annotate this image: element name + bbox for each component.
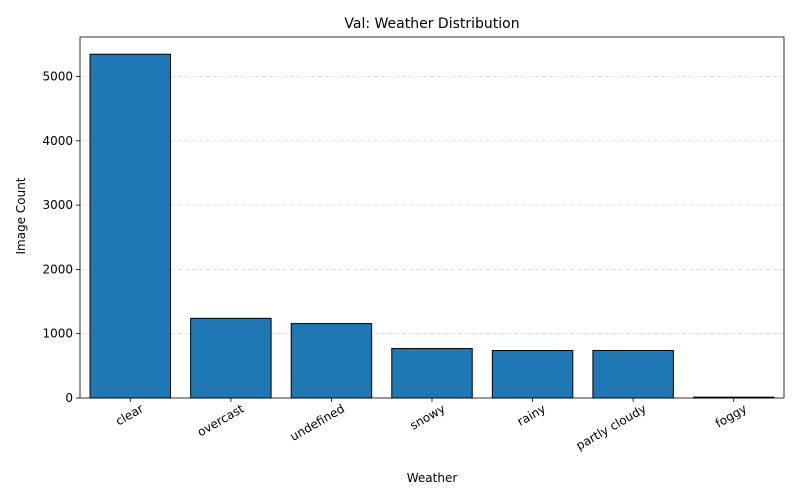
x-tick-label: snowy: [407, 401, 447, 432]
bar-undefined: [290, 323, 373, 399]
y-tick-label: 5000: [42, 69, 73, 83]
chart-title: Val: Weather Distribution: [344, 16, 519, 32]
y-tick-label: 1000: [42, 327, 73, 341]
y-tick-label: 0: [65, 391, 73, 405]
bar-overcast: [190, 317, 272, 399]
x-axis-ticks: clear overcast undefined snowy rainy partly c…: [113, 398, 749, 453]
y-axis-label: Image Count: [14, 177, 28, 254]
x-tick-label: foggy: [713, 401, 749, 430]
bar-partly-cloudy: [592, 349, 674, 399]
bar-snowy: [391, 348, 473, 399]
y-tick-label: 2000: [42, 262, 73, 276]
plot-frame: [79, 36, 785, 399]
bars: [89, 53, 775, 399]
x-tick-label: rainy: [515, 401, 548, 428]
x-tick-label: overcast: [195, 401, 247, 439]
x-tick-label: undefined: [288, 401, 347, 443]
axes: [79, 36, 785, 399]
grid-lines: [80, 76, 784, 335]
x-axis-label: Weather: [407, 471, 458, 485]
y-axis-ticks: 0 1000 2000 3000 4000 5000: [42, 69, 80, 405]
y-tick-label: 4000: [42, 134, 73, 148]
x-tick-label: clear: [113, 401, 146, 428]
y-tick-label: 3000: [42, 198, 73, 212]
bar-clear: [89, 53, 172, 399]
bar-rainy: [491, 350, 574, 399]
x-tick-label: partly cloudy: [574, 401, 649, 452]
